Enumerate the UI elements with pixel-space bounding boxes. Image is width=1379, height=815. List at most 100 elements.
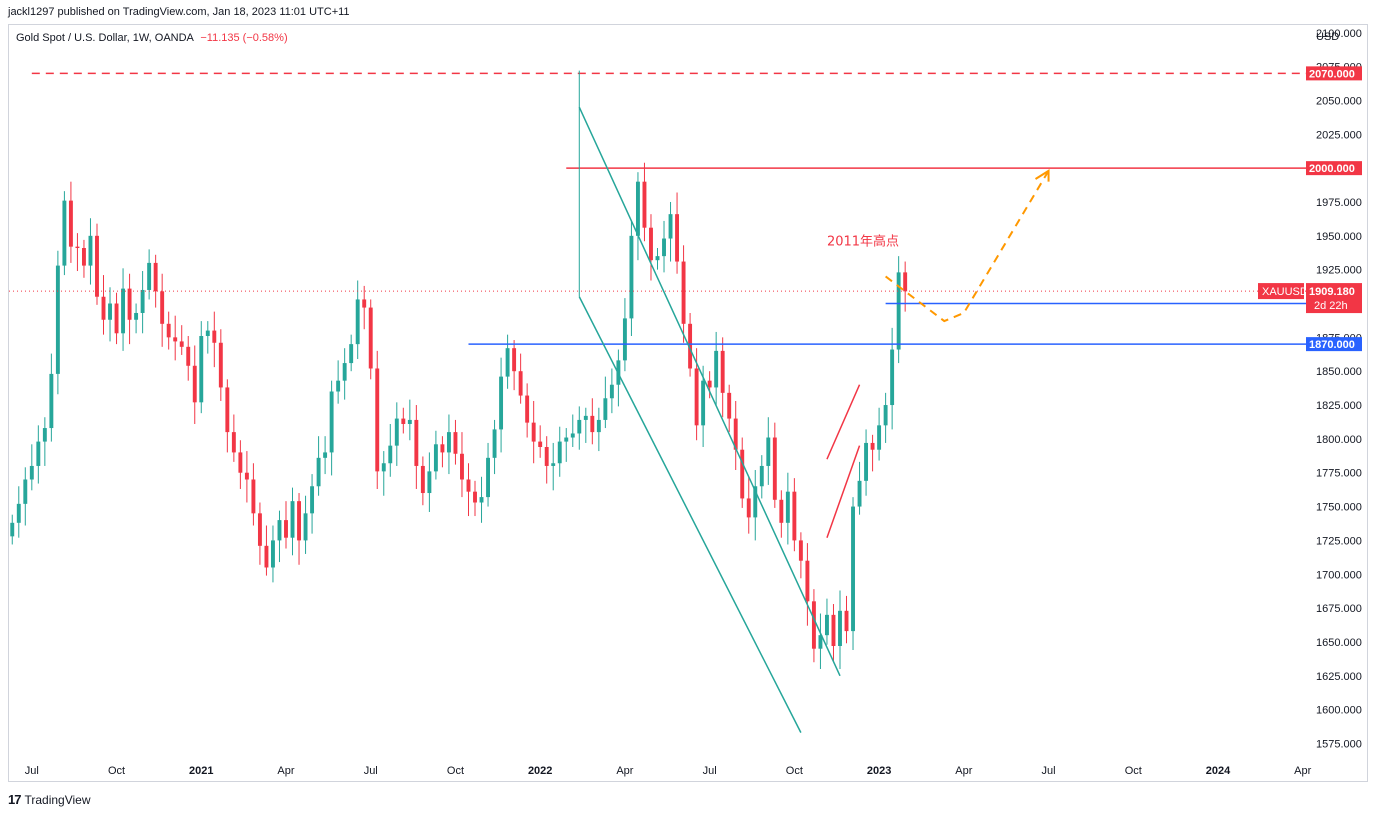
candle-body	[864, 442, 869, 481]
tradingview-brand: 17 TradingView	[8, 792, 91, 807]
candle-body	[551, 463, 556, 466]
candle-body	[290, 501, 295, 538]
candle-body	[349, 344, 354, 364]
candle-body	[427, 471, 432, 494]
candle-body	[492, 429, 497, 458]
y-tick-label: 1575.000	[1316, 738, 1362, 750]
candle-body	[460, 453, 464, 480]
candle-body	[649, 227, 653, 261]
candle-body	[271, 540, 275, 568]
y-tick-label: 1750.000	[1316, 502, 1362, 514]
publisher-line: jackl1297 published on TradingView.com, …	[8, 6, 350, 18]
x-tick-label: Apr	[616, 765, 633, 777]
candle-body	[479, 497, 484, 503]
candle-body	[466, 479, 471, 492]
candle-body	[264, 545, 269, 568]
price-axis: USD2100.0002075.0002050.0002025.0002000.…	[1316, 28, 1362, 751]
y-tick-label: 2100.000	[1316, 28, 1362, 40]
candle-body	[257, 513, 262, 546]
candle-body	[277, 520, 282, 541]
candle-body	[746, 498, 751, 518]
candle-body	[10, 522, 15, 537]
candle-body	[714, 350, 719, 388]
candle-body	[512, 348, 517, 372]
annotation-label: 2011年高点	[827, 233, 899, 249]
candle-body	[62, 200, 67, 266]
candle-body	[140, 289, 145, 313]
candle-body	[622, 318, 627, 361]
candle-body	[596, 419, 601, 433]
candle-body	[381, 463, 386, 472]
chart-frame	[8, 24, 1368, 782]
channel-lower-line	[578, 296, 802, 733]
y-tick-label: 2025.000	[1316, 129, 1362, 141]
candle-body	[838, 610, 842, 646]
tradingview-logo-icon: 17	[8, 792, 22, 807]
candle-body	[303, 513, 308, 541]
y-axis-unit: USD	[1316, 31, 1339, 43]
price-tags: 2070.0002000.0001900.0001870.000XAUUSD19…	[1258, 66, 1362, 352]
candle-body	[284, 520, 288, 538]
candle-body	[779, 499, 784, 523]
candle-body	[310, 486, 315, 514]
candle-body	[36, 441, 41, 466]
candle-body	[675, 214, 680, 262]
candle-body	[603, 398, 608, 420]
level-tag-text: 1870.000	[1309, 339, 1355, 351]
candle-body	[166, 323, 171, 338]
y-tick-label: 1850.000	[1316, 366, 1362, 378]
level-tag	[1306, 66, 1362, 81]
candle-body	[394, 418, 399, 446]
x-tick-label: Jul	[25, 765, 39, 777]
x-tick-label: Apr	[277, 765, 294, 777]
candle-body	[831, 614, 836, 646]
x-tick-label: 2024	[1206, 765, 1231, 777]
x-tick-label: 2022	[528, 765, 552, 777]
candle-body	[473, 491, 477, 503]
candle-body	[134, 312, 139, 320]
x-tick-label: Oct	[108, 765, 125, 777]
candle-body	[186, 346, 191, 366]
candle-body	[179, 341, 184, 347]
level-tag-text: 2070.000	[1309, 68, 1355, 80]
candle-body	[825, 614, 829, 636]
candle-body	[811, 601, 816, 649]
candle-body	[531, 422, 536, 442]
candle-body	[681, 261, 686, 324]
y-tick-label: 1700.000	[1316, 569, 1362, 581]
candle-body	[433, 444, 438, 472]
candle-body	[446, 432, 451, 453]
symbol-legend: Gold Spot / U.S. Dollar, 1W, OANDA −11.1…	[16, 32, 288, 44]
candle-body	[505, 348, 510, 377]
candle-body	[375, 368, 380, 472]
symbol-tag-text: XAUUSD	[1262, 286, 1308, 298]
y-tick-label: 1650.000	[1316, 637, 1362, 649]
candle-body	[323, 452, 328, 458]
candle-body	[564, 437, 569, 442]
candle-body	[688, 323, 693, 369]
candle-body	[368, 307, 373, 369]
candle-body	[486, 457, 490, 498]
candle-body	[903, 272, 908, 292]
brand-text: TradingView	[24, 792, 91, 807]
last-price-text: 1909.180	[1309, 286, 1355, 298]
price-change: −11.135 (−0.58%)	[200, 32, 288, 44]
candle-body	[75, 246, 80, 249]
x-tick-label: Jul	[1042, 765, 1056, 777]
candle-body	[388, 445, 393, 464]
candle-body	[727, 392, 732, 419]
candle-body	[753, 486, 758, 518]
candle-body	[95, 235, 99, 297]
candle-body	[121, 288, 126, 334]
candle-body	[329, 391, 334, 453]
x-tick-label: Oct	[786, 765, 803, 777]
candle-body	[805, 560, 810, 602]
wedge-lower-line	[826, 445, 861, 538]
candle-body	[896, 272, 901, 350]
candle-body	[336, 380, 341, 392]
candle-body	[42, 428, 47, 442]
y-tick-label: 1775.000	[1316, 468, 1362, 480]
x-tick-label: 2021	[189, 765, 213, 777]
countdown-text: 2d 22h	[1314, 300, 1348, 312]
